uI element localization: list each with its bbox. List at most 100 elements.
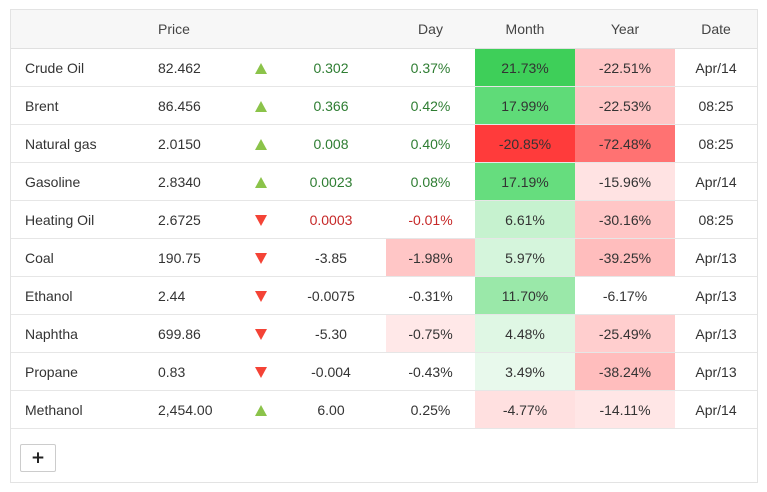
price-value: 699.86 [154, 314, 246, 353]
commodities-table: Price Day Month Year Date Crude Oil 82.46… [11, 10, 757, 429]
table-row[interactable]: Naphtha 699.86 -5.30 -0.75% 4.48% -25.49% Apr/… [11, 314, 757, 353]
change-value: 0.0003 [276, 200, 386, 239]
month-percent: 17.99% [475, 86, 575, 125]
header-day[interactable]: Day [386, 10, 475, 49]
day-percent: 0.08% [386, 162, 475, 201]
commodity-name[interactable]: Propane [11, 352, 154, 391]
arrow-up-icon [255, 405, 267, 417]
month-percent: -4.77% [475, 390, 575, 429]
direction-cell [246, 86, 276, 125]
table-row[interactable]: Propane 0.83 -0.004 -0.43% 3.49% -38.24% Apr/1… [11, 352, 757, 391]
price-value: 0.83 [154, 352, 246, 391]
change-value: -5.30 [276, 314, 386, 353]
commodity-name[interactable]: Heating Oil [11, 200, 154, 239]
direction-cell [246, 276, 276, 315]
change-value: 0.366 [276, 86, 386, 125]
change-value: 0.0023 [276, 162, 386, 201]
commodity-name[interactable]: Crude Oil [11, 48, 154, 87]
table-row[interactable]: Crude Oil 82.462 0.302 0.37% 21.73% -22.51% Ap… [11, 48, 757, 87]
date-value: Apr/14 [675, 162, 757, 201]
price-value: 190.75 [154, 238, 246, 277]
year-percent: -38.24% [575, 352, 675, 391]
header-year[interactable]: Year [575, 10, 675, 49]
year-percent: -14.11% [575, 390, 675, 429]
date-value: 08:25 [675, 124, 757, 163]
year-percent: -30.16% [575, 200, 675, 239]
change-value: 6.00 [276, 390, 386, 429]
day-percent: 0.40% [386, 124, 475, 163]
table-row[interactable]: Brent 86.456 0.366 0.42% 17.99% -22.53% 08:25 [11, 86, 757, 125]
day-percent: -0.75% [386, 314, 475, 353]
month-percent: 11.70% [475, 276, 575, 315]
month-percent: -20.85% [475, 124, 575, 163]
year-percent: -39.25% [575, 238, 675, 277]
year-percent: -22.51% [575, 48, 675, 87]
change-value: -0.004 [276, 352, 386, 391]
table-row[interactable]: Heating Oil 2.6725 0.0003 -0.01% 6.61% -30.16… [11, 200, 757, 239]
day-percent: -1.98% [386, 238, 475, 277]
table-row[interactable]: Natural gas 2.0150 0.008 0.40% -20.85% -72.48… [11, 124, 757, 163]
month-percent: 6.61% [475, 200, 575, 239]
table-row[interactable]: Methanol 2,454.00 6.00 0.25% -4.77% -14.11% Ap… [11, 390, 757, 429]
commodity-name[interactable]: Naphtha [11, 314, 154, 353]
price-value: 2,454.00 [154, 390, 246, 429]
price-value: 82.462 [154, 48, 246, 87]
change-value: -3.85 [276, 238, 386, 277]
commodity-name[interactable]: Natural gas [11, 124, 154, 163]
commodity-name[interactable]: Brent [11, 86, 154, 125]
day-percent: 0.37% [386, 48, 475, 87]
commodity-name[interactable]: Coal [11, 238, 154, 277]
change-value: -0.0075 [276, 276, 386, 315]
commodity-name[interactable]: Ethanol [11, 276, 154, 315]
header-name [11, 10, 154, 49]
price-value: 2.6725 [154, 200, 246, 239]
table-row[interactable]: Gasoline 2.8340 0.0023 0.08% 17.19% -15.96% Ap… [11, 162, 757, 201]
date-value: Apr/13 [675, 352, 757, 391]
day-percent: -0.01% [386, 200, 475, 239]
arrow-up-icon [255, 63, 267, 75]
month-percent: 5.97% [475, 238, 575, 277]
table-row[interactable]: Ethanol 2.44 -0.0075 -0.31% 11.70% -6.17% Apr/… [11, 276, 757, 315]
commodity-name[interactable]: Methanol [11, 390, 154, 429]
year-percent: -22.53% [575, 86, 675, 125]
header-price[interactable]: Price [154, 10, 246, 49]
date-value: Apr/13 [675, 314, 757, 353]
arrow-up-icon [255, 139, 267, 151]
month-percent: 21.73% [475, 48, 575, 87]
arrow-down-icon [255, 253, 267, 265]
change-value: 0.008 [276, 124, 386, 163]
change-value: 0.302 [276, 48, 386, 87]
day-percent: 0.25% [386, 390, 475, 429]
price-value: 2.0150 [154, 124, 246, 163]
price-value: 2.44 [154, 276, 246, 315]
arrow-down-icon [255, 291, 267, 303]
commodities-panel: Price Day Month Year Date Crude Oil 82.46… [10, 9, 758, 483]
header-month[interactable]: Month [475, 10, 575, 49]
direction-cell [246, 390, 276, 429]
add-button[interactable]: + [20, 444, 56, 472]
day-percent: 0.42% [386, 86, 475, 125]
table-row[interactable]: Coal 190.75 -3.85 -1.98% 5.97% -39.25% Apr/13 [11, 238, 757, 277]
arrow-down-icon [255, 215, 267, 227]
arrow-down-icon [255, 329, 267, 341]
year-percent: -72.48% [575, 124, 675, 163]
direction-cell [246, 124, 276, 163]
header-arrow [246, 10, 276, 49]
date-value: Apr/14 [675, 48, 757, 87]
arrow-up-icon [255, 177, 267, 189]
month-percent: 3.49% [475, 352, 575, 391]
arrow-up-icon [255, 101, 267, 113]
direction-cell [246, 238, 276, 277]
month-percent: 17.19% [475, 162, 575, 201]
date-value: 08:25 [675, 200, 757, 239]
year-percent: -25.49% [575, 314, 675, 353]
date-value: Apr/13 [675, 238, 757, 277]
date-value: Apr/13 [675, 276, 757, 315]
commodity-name[interactable]: Gasoline [11, 162, 154, 201]
month-percent: 4.48% [475, 314, 575, 353]
direction-cell [246, 352, 276, 391]
date-value: 08:25 [675, 86, 757, 125]
arrow-down-icon [255, 367, 267, 379]
direction-cell [246, 200, 276, 239]
header-date[interactable]: Date [675, 10, 757, 49]
